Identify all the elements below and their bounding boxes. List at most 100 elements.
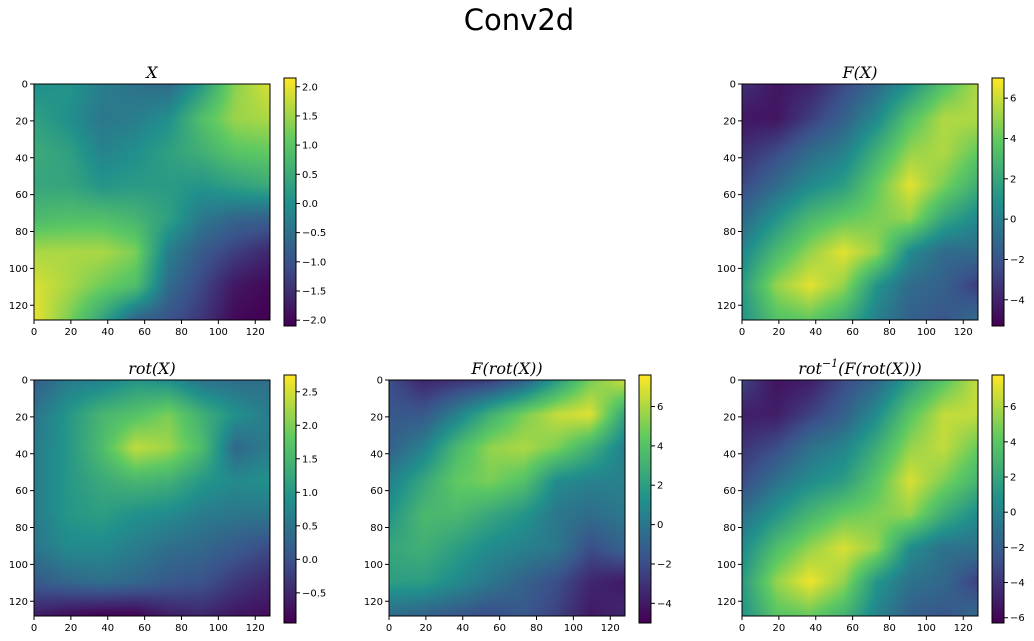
x-tick-label: 120 [246,623,265,634]
colorbar-tick-label: −2 [657,559,672,570]
colorbar-gradient [284,375,296,623]
subplot-title-base: rot [798,359,822,378]
figure-title: Conv2d [464,3,574,37]
x-tick-label: 100 [917,327,936,338]
heatmap-image [34,84,270,320]
y-tick-label: 0 [730,376,736,387]
subplot-title-base: F(X) [842,63,878,82]
y-tick-label: 100 [717,560,736,571]
x-tick-label: 20 [65,327,78,338]
subplot-X: X 0 20 40 60 80 100 120 0 20 40 60 80 100 120 2.0 1.5 1.0… [9,63,326,338]
y-tick-label: 100 [9,560,28,571]
subplot-title-base: X [144,63,158,82]
x-tick-label: 60 [493,623,506,634]
x-tick-label: 20 [65,623,78,634]
heatmap-image [389,380,625,616]
subplot-title-base: F(rot(X)) [470,359,542,378]
x-tick-label: 100 [564,623,583,634]
colorbar-tick-label: 4 [1010,134,1016,145]
colorbar-tick-label: 2.0 [302,421,318,432]
y-tick-label: 40 [15,153,28,164]
colorbar-frame [991,77,1005,327]
x-tick-label: 0 [31,327,37,338]
colorbar-tick-label: 0.5 [302,521,318,532]
y-tick-label: 120 [364,597,383,608]
x-tick-label: 0 [31,623,37,634]
subplot-rotX: rot(X)0 20 40 60 80 100 1200204060801001202.52… [9,359,326,634]
colorbar-tick-label: 2.5 [302,387,318,398]
colorbar-tick-label: −4 [1010,295,1025,306]
y-tick-label: 20 [723,116,736,127]
x-tick-label: 100 [209,327,228,338]
colorbar-frame [283,374,297,624]
y-tick-label: 80 [723,523,736,534]
x-tick-label: 40 [101,327,114,338]
y-tick-label: 120 [9,597,28,608]
axes-frame [388,379,626,617]
colorbar-tick-label: 1.0 [302,488,318,499]
y-tick-label: 0 [730,80,736,91]
y-tick-label: 100 [9,264,28,275]
subplot-title-rest: (F(rot(X))) [838,359,922,378]
colorbar-frame [283,77,297,327]
x-tick-label: 120 [601,623,620,634]
colorbar-tick-label: −0.5 [302,588,326,599]
colorbar-tick-label: 6 [1010,94,1016,105]
subplot-title: X [144,63,158,82]
y-tick-label: 100 [364,560,383,571]
subplot-title: rot(X) [128,359,176,378]
x-tick-label: 80 [175,623,188,634]
subplot-title: rot−1(F(rot(X))) [798,357,922,378]
y-tick-label: 120 [9,301,28,312]
colorbar: 2.5 2.0 1.5 1.0 0.5 0.0 −0.5 [283,374,326,624]
colorbar-tick-label: 6 [1010,402,1016,413]
x-tick-label: 120 [246,327,265,338]
x-tick-label: 120 [954,327,973,338]
colorbar-tick-label: −1.5 [302,286,326,297]
colorbar: 2.0 1.5 1.0 0.5 0.0 −0.5 −1.0 −1.5 −2.0 [283,77,326,327]
subplot-FX: F(X)0 20 40 60 80 100 1200204060801001206420−2… [717,63,1025,338]
y-tick-label: 40 [15,449,28,460]
y-tick-label: 60 [723,190,736,201]
x-tick-label: 0 [739,623,745,634]
colorbar-tick-label: −2 [1010,255,1025,266]
x-tick-label: 60 [846,623,859,634]
colorbar-frame [638,374,652,624]
x-tick-label: 0 [739,327,745,338]
colorbar-gradient [992,375,1004,623]
colorbar-tick-label: −0.5 [302,228,326,239]
y-tick-label: 20 [370,412,383,423]
x-tick-label: 80 [530,623,543,634]
x-tick-label: 20 [773,623,786,634]
colorbar: 6 4 2 0 −2 −4 [991,77,1025,327]
colorbar-tick-label: 0 [1010,508,1016,519]
colorbar-tick-label: 0.0 [302,555,318,566]
colorbar: 6 4 2 0 −2 −4 −6 [991,374,1025,624]
y-tick-label: 20 [15,412,28,423]
colorbar-tick-label: 1.5 [302,111,318,122]
y-tick-label: 60 [370,486,383,497]
y-tick-label: 0 [22,376,28,387]
colorbar-tick-label: −4 [657,599,672,610]
colorbar-tick-label: 2.0 [302,82,318,93]
colorbar-tick-label: −2.0 [302,316,326,327]
x-tick-label: 40 [809,623,822,634]
subplot-title: F(rot(X)) [470,359,542,378]
y-tick-label: 80 [15,227,28,238]
x-tick-label: 60 [138,327,151,338]
axes-frame [33,83,271,321]
colorbar-frame [991,374,1005,624]
y-tick-label: 100 [717,264,736,275]
colorbar-tick-label: 0 [657,520,663,531]
y-tick-label: 120 [717,301,736,312]
colorbar-gradient [284,78,296,326]
colorbar-tick-label: 0.5 [302,170,318,181]
x-tick-label: 40 [456,623,469,634]
colorbar-tick-label: −6 [1010,613,1025,624]
subplot-grid: X0 20 40 60 80 100 1200204060801001202.01.51.0… [9,63,1025,634]
subplot-title: F(X) [842,63,878,82]
colorbar-tick-label: 2 [1010,174,1016,185]
subplot-title-superscript: −1 [822,357,838,370]
x-tick-label: 120 [954,623,973,634]
colorbar: 6 4 2 0 −2 −4 [638,374,672,624]
